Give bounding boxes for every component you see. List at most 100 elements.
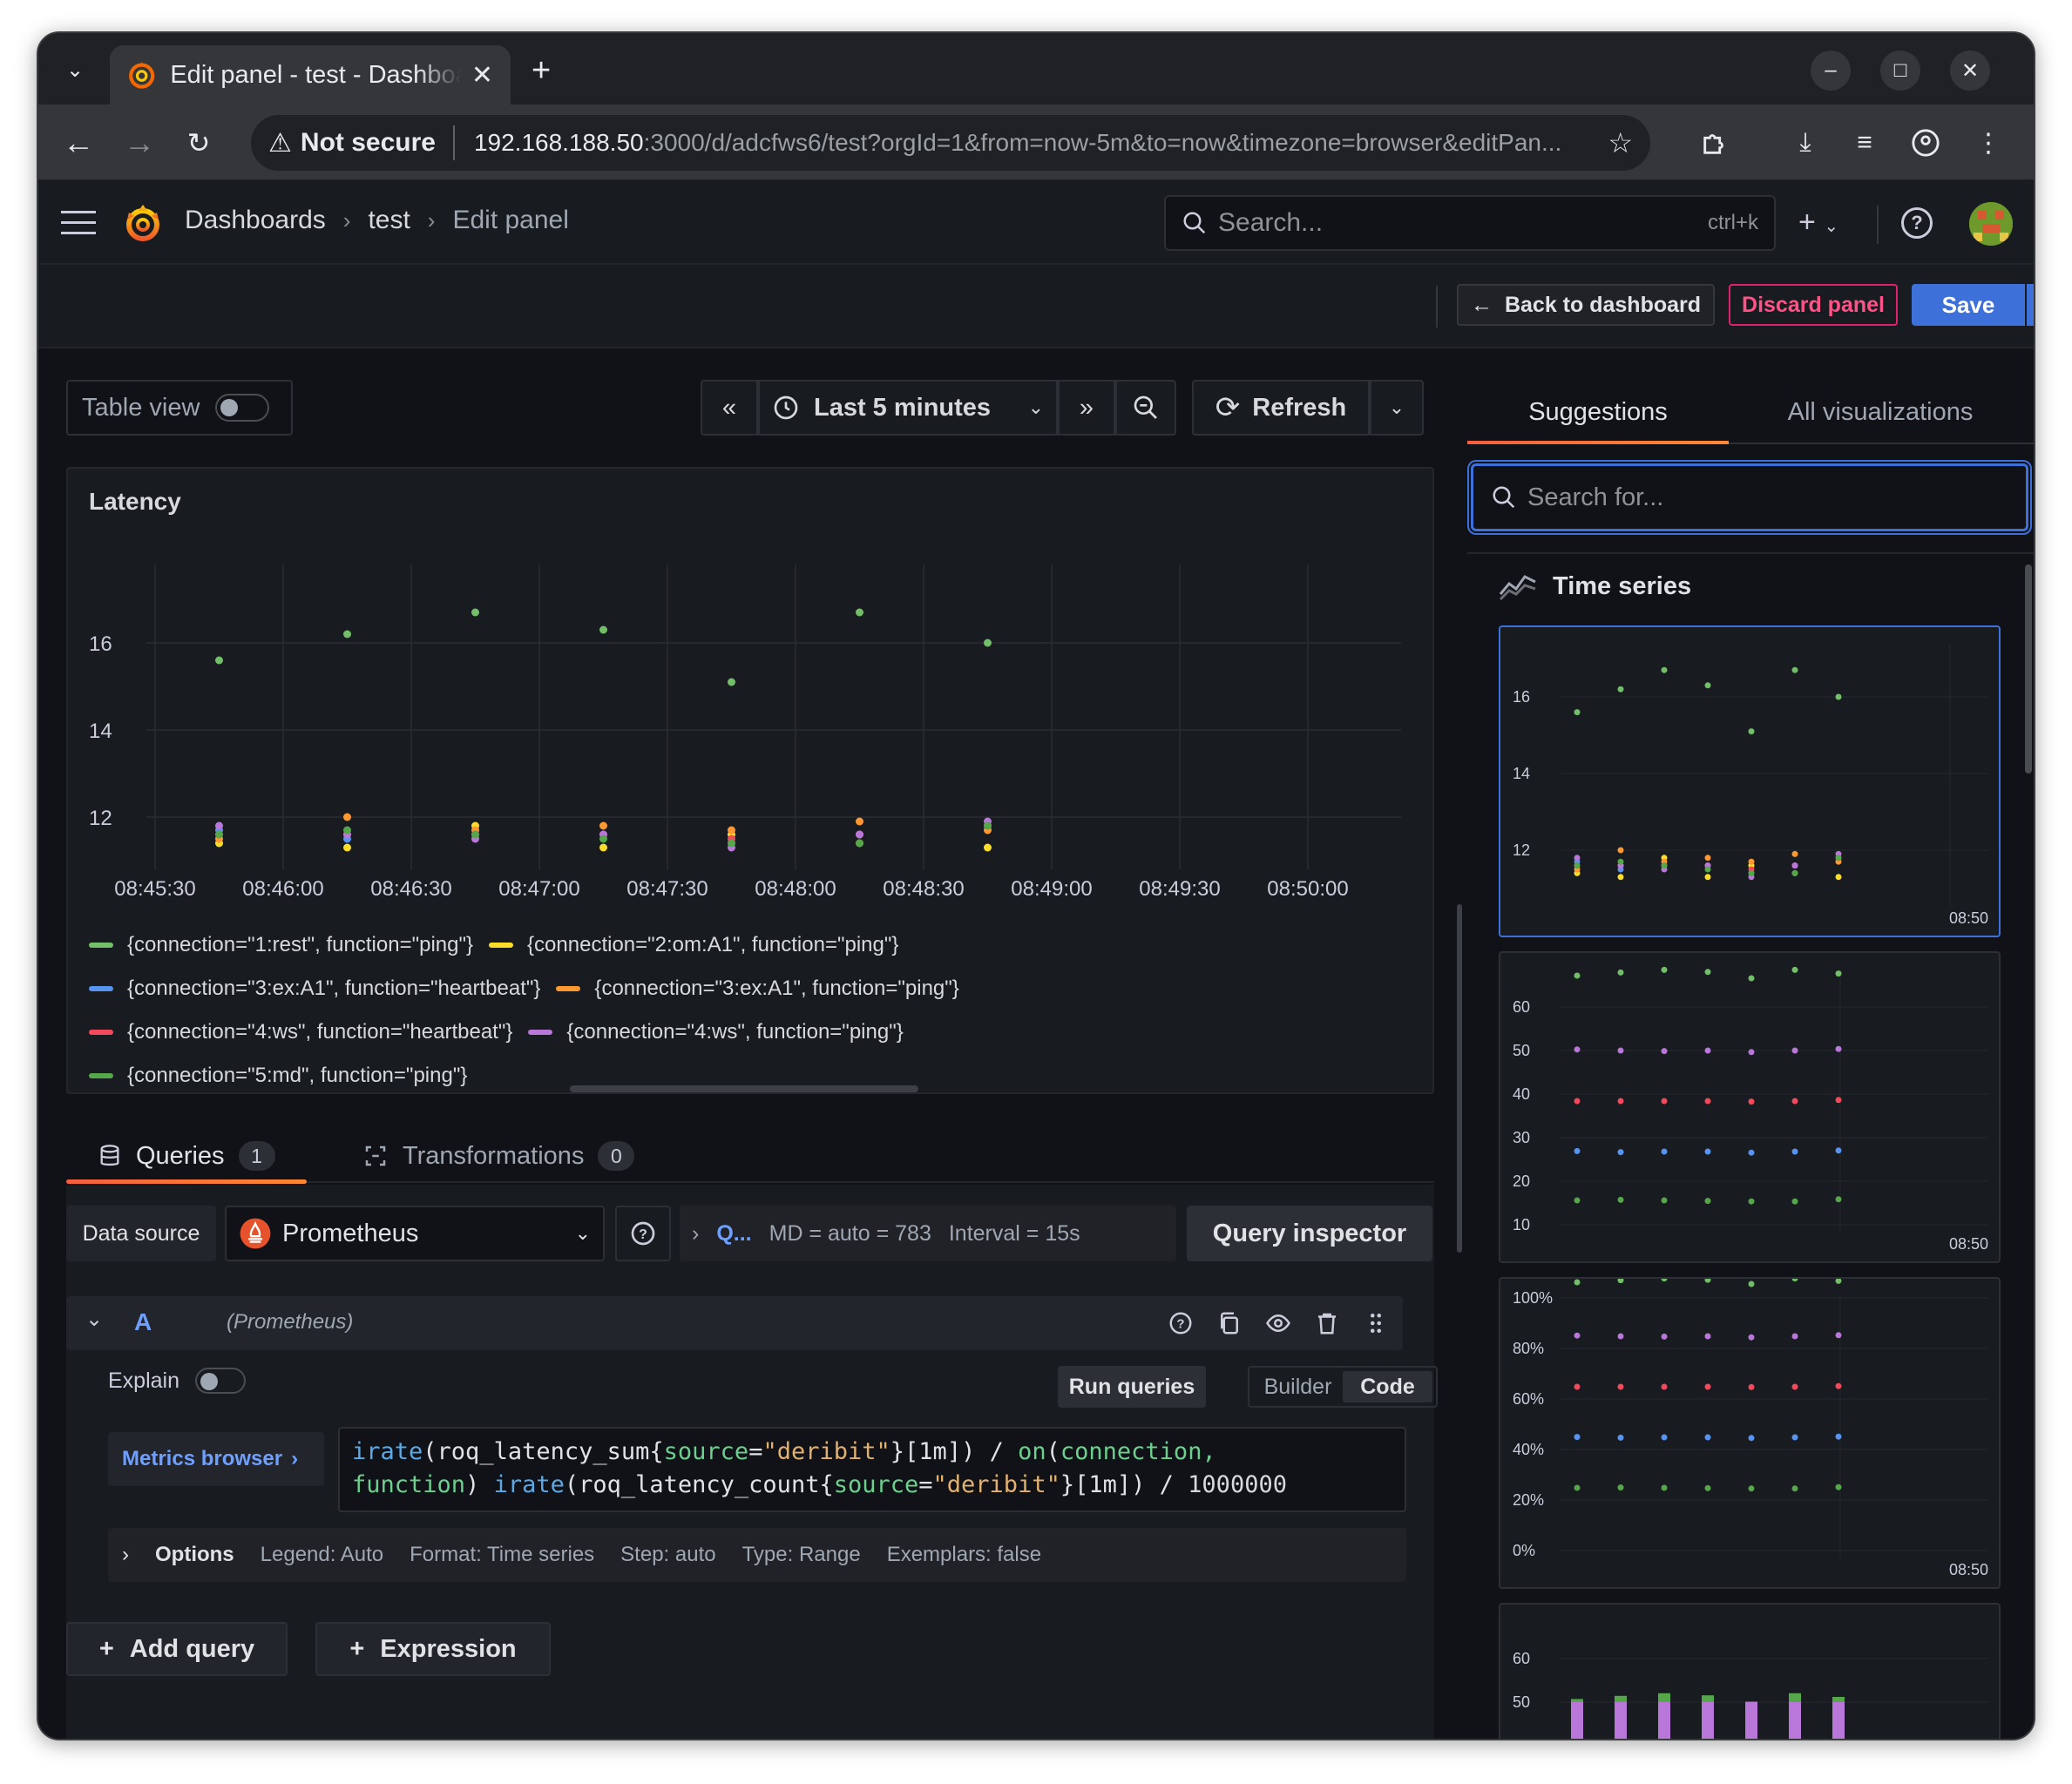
data-point[interactable] [728,826,735,835]
data-point[interactable] [599,843,607,852]
data-point[interactable] [215,656,223,665]
data-point[interactable] [728,678,735,686]
refresh-button[interactable]: ⟳ Refresh [1192,380,1370,436]
minimize-icon[interactable]: – [1811,51,1851,91]
builder-mode-button[interactable]: Builder [1263,1374,1332,1399]
query-ref-id[interactable]: A [134,1308,152,1335]
help-icon[interactable]: ? [1166,1308,1195,1338]
address-bar[interactable]: ⚠ Not secure 192.168.188.50:3000/d/adcfw… [251,115,1650,171]
tab-close-icon[interactable]: ✕ [471,60,493,90]
data-point[interactable] [471,830,479,839]
avatar[interactable] [1969,202,2013,246]
browser-menu-icon[interactable]: ⋮ [1975,128,2001,158]
suggestion-card-stacked-points[interactable]: 60 50 40 30 20 10 08:50 [1499,951,2001,1263]
download-icon[interactable]: ⤓ [1799,128,1811,157]
data-point[interactable] [343,630,351,639]
search-input[interactable]: Search... ctrl+k [1164,195,1776,251]
time-range-picker[interactable]: Last 5 minutes ⌄ [758,380,1058,436]
data-point[interactable] [343,843,351,852]
viz-search-input[interactable]: Search for... [1471,463,2028,531]
suggestion-card-percent-points[interactable]: 100% 80% 60% 40% 20% 0% 08:50 [1499,1277,2001,1589]
data-point[interactable] [984,843,992,852]
run-queries-button[interactable]: Run queries [1058,1366,1206,1408]
data-point[interactable] [856,817,863,826]
window-close-icon[interactable]: ✕ [1950,51,1990,91]
new-tab-icon[interactable]: + [532,52,552,89]
refresh-interval-dropdown[interactable]: ⌄ [1370,380,1424,436]
legend-item[interactable]: {connection="1:rest", function="ping"} [89,925,473,965]
save-dropdown-icon[interactable]: ⌄ [2027,284,2034,326]
back-to-dashboard-button[interactable]: ← Back to dashboard [1457,284,1715,326]
promql-editor[interactable]: irate(roq_latency_sum{source="deribit"}[… [338,1427,1406,1512]
legend-item[interactable]: {connection="5:md", function="ping"} [89,1056,467,1096]
data-point[interactable] [599,625,607,634]
maximize-icon[interactable]: □ [1880,51,1920,91]
help-icon[interactable]: ? [1901,207,1933,239]
eye-icon[interactable] [1263,1308,1293,1338]
trash-icon[interactable] [1312,1308,1342,1338]
menu-icon[interactable] [61,209,96,237]
data-point[interactable] [343,813,351,821]
data-point[interactable] [599,821,607,830]
data-point[interactable] [728,839,735,848]
breadcrumb-dashboards[interactable]: Dashboards [185,206,326,234]
suggestion-card-stacked-bars[interactable]: 60 50 [1499,1603,2001,1739]
back-arrow-icon[interactable]: ← [63,125,94,160]
profile-icon[interactable] [1905,122,1947,164]
legend-item[interactable]: {connection="4:ws", function="ping"} [528,1012,904,1052]
legend-item[interactable]: {connection="3:ex:A1", function="heartbe… [89,969,540,1009]
pane-resize-handle[interactable] [1457,904,1462,1253]
suggestion-card-time-series-points[interactable]: 16 14 12 08:50 [1499,625,2001,937]
tab-queries[interactable]: Queries 1 [98,1129,275,1183]
tab-search-icon[interactable]: ⌄ [65,57,85,82]
save-button[interactable]: Save [1912,284,2025,326]
data-point[interactable] [599,835,607,843]
drag-handle-icon[interactable] [1361,1308,1391,1338]
tab-suggestions[interactable]: Suggestions [1528,397,1668,426]
tab-transformations[interactable]: Transformations 0 [362,1129,635,1183]
data-point[interactable] [471,608,479,617]
data-point[interactable] [215,821,223,830]
shift-back-icon[interactable]: « [701,380,758,436]
metrics-browser-button[interactable]: Metrics browser › [108,1432,324,1486]
table-view-switch[interactable] [215,394,270,422]
reload-icon[interactable]: ↻ [186,127,211,159]
bookmark-star-icon[interactable]: ☆ [1608,127,1633,159]
data-point[interactable] [856,608,863,617]
tab-all-visualizations[interactable]: All visualizations [1787,397,1974,426]
query-options-collapsed[interactable]: › Q... MD = auto = 783 Interval = 15s [680,1206,1176,1261]
shift-forward-icon[interactable]: » [1058,380,1115,436]
browser-tab-active[interactable]: Edit panel - test - Dashboards - Grafana… [110,45,511,105]
data-source-picker[interactable]: Prometheus ⌄ [225,1206,605,1261]
explain-toggle[interactable]: Explain [108,1368,246,1394]
new-menu-button[interactable]: + ⌄ [1798,206,1839,239]
legend-item[interactable]: {connection="2:om:A1", function="ping"} [489,925,898,965]
data-point[interactable] [856,839,863,848]
add-expression-button[interactable]: + Expression [315,1622,551,1676]
legend-item[interactable]: {connection="3:ex:A1", function="ping"} [556,969,959,1009]
data-point[interactable] [343,826,351,835]
discard-panel-button[interactable]: Discard panel [1729,284,1898,326]
code-mode-button[interactable]: Code [1343,1371,1432,1402]
media-control-icon[interactable]: ≡ [1857,128,1872,157]
query-row-header[interactable]: ⌄ A (Prometheus) ? [66,1296,1403,1350]
extensions-icon[interactable] [1694,122,1736,164]
not-secure-indicator[interactable]: ⚠ Not secure [268,125,455,160]
breadcrumb-test[interactable]: test [368,206,410,234]
data-point[interactable] [984,639,992,647]
data-point[interactable] [215,830,223,839]
table-view-toggle[interactable]: Table view [66,380,293,436]
add-query-button[interactable]: + Add query [66,1622,288,1676]
legend-item[interactable]: {connection="4:ws", function="heartbeat"… [89,1012,512,1052]
panel-scrollbar[interactable] [570,1085,918,1092]
zoom-out-icon[interactable] [1115,380,1176,436]
collapse-chevron-icon[interactable]: ⌄ [85,1308,104,1331]
data-point[interactable] [984,821,992,830]
suggestion-scrollbar[interactable] [2025,564,2032,774]
explain-switch[interactable] [195,1368,246,1394]
query-inspector-button[interactable]: Query inspector [1187,1206,1432,1261]
data-source-help-icon[interactable]: ? [615,1206,671,1261]
data-point[interactable] [856,830,863,839]
grafana-logo-icon[interactable] [122,202,164,244]
forward-arrow-icon[interactable]: → [124,125,155,160]
